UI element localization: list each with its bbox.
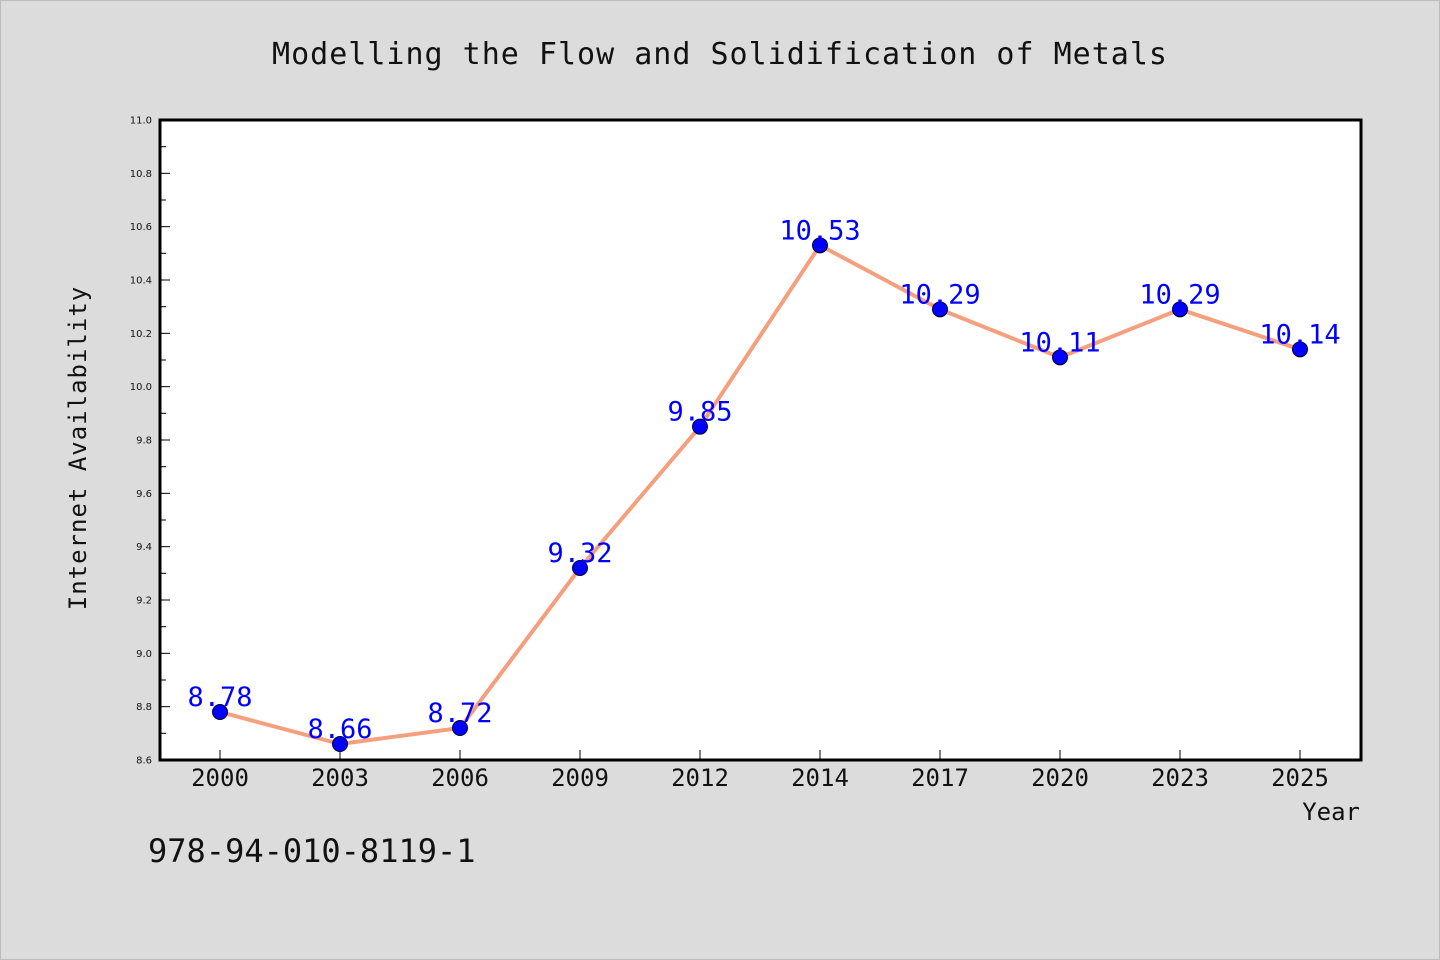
plot-area — [158, 118, 1363, 762]
isbn-footnote: 978-94-010-8119-1 — [148, 832, 476, 870]
chart-title: Modelling the Flow and Solidification of… — [272, 37, 1168, 72]
y-tick-label: 8.6 — [136, 756, 152, 767]
x-tick-label: 2003 — [311, 764, 369, 792]
data-markers — [212, 237, 1308, 752]
data-point — [572, 560, 588, 576]
series-line-group — [218, 243, 1302, 746]
x-tick-label: 2014 — [791, 764, 849, 792]
data-label: 10.14 — [1259, 319, 1340, 350]
y-tick-label: 8.8 — [136, 702, 152, 713]
y-tick-label: 10.6 — [130, 222, 152, 233]
x-axis: 2000 2003 2006 2009 2012 2014 2017 2020 2023 2025 — [191, 750, 1329, 792]
data-point — [452, 720, 468, 736]
data-label: 8.66 — [307, 714, 372, 745]
data-label: 9.32 — [547, 538, 612, 569]
x-tick-label: 2023 — [1151, 764, 1209, 792]
x-tick-label: 2020 — [1031, 764, 1089, 792]
x-tick-label: 2000 — [191, 764, 249, 792]
x-tick-label: 2025 — [1271, 764, 1329, 792]
y-tick-label: 10.0 — [130, 382, 152, 393]
data-label: 10.29 — [899, 279, 980, 310]
data-label: 10.11 — [1019, 327, 1100, 358]
data-point — [1292, 341, 1308, 358]
y-tick-label: 10.2 — [130, 329, 152, 340]
y-tick-label: 9.0 — [136, 649, 152, 660]
data-point — [692, 418, 708, 435]
data-point — [212, 704, 228, 720]
y-tick-label: 11.0 — [130, 116, 152, 127]
data-labels: 8.78 8.66 8.72 9.32 9.85 10.53 10.29 10.11 10.29… — [187, 215, 1340, 745]
x-axis-label: Year — [1302, 798, 1360, 826]
y-axis-label: Internet Availability — [64, 286, 92, 610]
x-tick-label: 2009 — [551, 764, 609, 792]
data-label: 8.72 — [427, 698, 492, 729]
data-point — [812, 237, 828, 254]
data-point — [1172, 301, 1188, 318]
y-tick-label: 10.8 — [130, 169, 152, 180]
series-line — [218, 243, 1302, 746]
y-tick-label: 9.6 — [136, 489, 152, 500]
data-label: 10.53 — [779, 215, 860, 246]
y-axis: 8.6 8.8 9.0 9.2 9.4 9.6 9.8 10.0 10.2 10.4 10.6 10.… — [130, 116, 170, 767]
y-tick-label: 9.8 — [136, 436, 152, 447]
data-point — [932, 301, 948, 318]
y-tick-label: 9.4 — [136, 542, 152, 553]
y-tick-label: 10.4 — [130, 276, 152, 287]
data-label: 8.78 — [187, 682, 252, 713]
x-tick-label: 2017 — [911, 764, 969, 792]
data-point — [332, 736, 348, 752]
data-label: 9.85 — [667, 397, 732, 428]
data-point — [1052, 349, 1068, 366]
y-tick-label: 9.2 — [136, 596, 152, 607]
data-label: 10.29 — [1139, 279, 1220, 310]
x-tick-label: 2012 — [671, 764, 729, 792]
x-tick-label: 2006 — [431, 764, 489, 792]
